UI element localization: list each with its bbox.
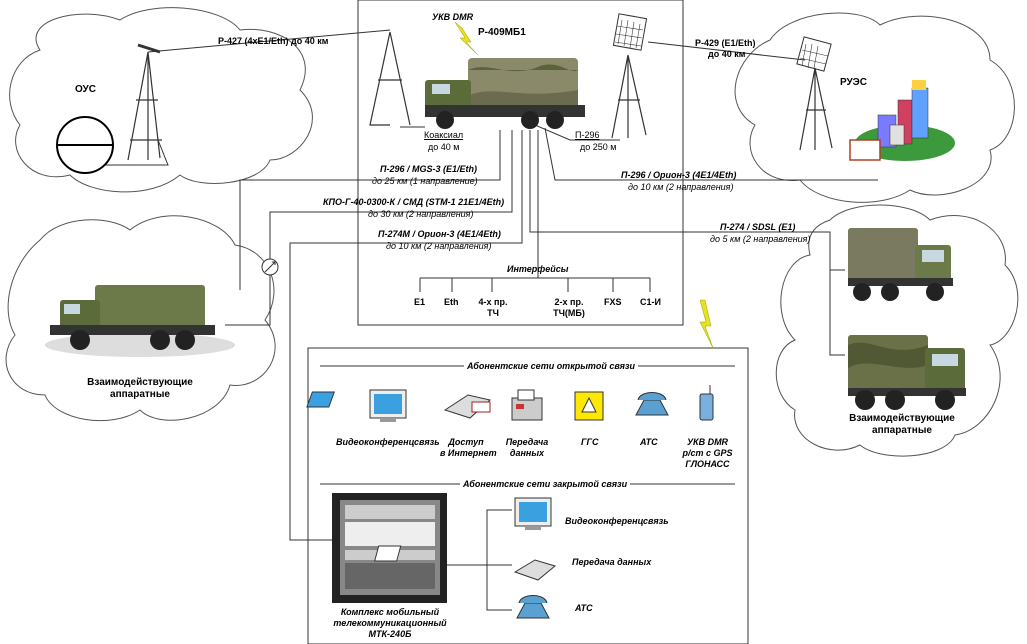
link-mgs3-label-1: П-296 / MGS-3 (Е1/Eth) [380,164,477,174]
loudspeaker-icon [574,391,604,421]
rues-building-icon [849,80,955,161]
link-r427-label: Р-427 (4xЕ1/Eth) до 40 км [218,36,329,46]
main-vehicle-icon [425,58,585,129]
phone-icon [635,392,669,416]
interface-item-sub: ТЧ [487,308,499,318]
link-r429-label-2: до 40 км [708,49,746,59]
link-kpo-label-2: до 30 км (2 направления) [368,209,474,219]
interfaces-title: Интерфейсы [507,264,569,274]
open-net-label-sub: в Интернет [440,448,497,458]
link-kpo-label-1: КПО-Г-40-0300-К / СМД (STM-1 21E1/4Eth) [323,197,505,207]
open-net-label: Доступ [448,437,484,447]
link-ous-antenna [105,139,169,166]
closed-bus [445,509,512,566]
open-net-label: УКВ DMR [686,437,729,447]
link-mgs3-label-2: до 25 км (1 направление) [372,176,478,186]
link-lines [105,29,878,611]
link-p296short-label-2: до 250 м [580,142,617,152]
cloud-rues [734,12,1015,203]
closed-net-label: АТС [575,603,593,613]
open-net-label-sub: ГЛОНАСС [685,459,730,469]
right-truck-icon [848,335,966,410]
interface-item: FXS [604,297,622,307]
lightning-icon [699,299,714,349]
interface-item: Eth [444,297,459,307]
laptop-mail-icon [306,391,492,419]
antenna-mast-icon [796,36,833,151]
cloud-ous [9,7,313,193]
right-group-label-2: аппаратные [872,425,932,436]
open-net-label-sub: данных [509,448,545,458]
link-p296-short [534,124,620,141]
open-net-label-sub: р/ст с GPS [682,448,733,458]
antenna-mast-icon [369,31,411,126]
link-r429-label-1: Р-429 (Е1/Eth) [695,38,756,48]
interface-item-sub: ТЧ(МБ) [553,308,585,318]
closed-net-label: Передача данных [572,557,652,567]
link-p274m-label-1: П-274М / Орион-3 (4Е1/4Eth) [378,229,501,239]
link-mgs3 [239,130,501,290]
link-r427 [147,29,391,53]
link-coax-label-1: Коаксиал [424,130,464,140]
right-truck-icon [848,228,953,301]
link-p296orion-label-1: П-296 / Орион-3 (4Е1/4Eth) [621,170,737,180]
subscriber-box [307,347,749,644]
mtk-label-3: МТК-240Б [368,629,412,639]
monitor-icon [369,389,407,422]
open-net-label: ГГС [581,437,599,447]
fax-icon [511,389,543,421]
right-group-label-1: Взаимодействующие [849,413,955,424]
closed-net-label: Видеоконференцсвязь [565,516,669,526]
interface-item: 2-х пр. [554,297,584,307]
repeater-icon [261,258,279,276]
closed-nets-title: Абонентские сети закрытой связи [460,479,631,489]
link-sdsl-label-1: П-274 / SDSL (Е1) [720,222,796,232]
rues-label: РУЭС [840,77,867,88]
left-truck-icon [45,285,235,357]
antenna-mast-icon [127,43,162,161]
interface-item: С1-И [640,297,661,307]
link-p296orion-label-2: до 10 км (2 направления) [628,182,734,192]
link-p274m-label-2: до 10 км (2 направления) [386,241,492,251]
link-p274m [289,130,523,541]
ous-node-icon [56,116,114,174]
main-box [357,0,684,326]
mtk-label-2: телекоммуникационный [333,618,447,628]
link-coax-label-2: до 40 м [428,142,460,152]
page-title: Р-409МБ1 [478,27,526,38]
link-p296short-label-1: П-296 [575,130,600,140]
link-left-truck [225,272,271,326]
left-group-label-2: аппаратные [110,389,170,400]
mtk-label-1: Комплекс мобильный [340,607,440,617]
handheld-radio-icon [699,385,714,421]
link-kpo [269,130,513,262]
lightning-icon [454,21,479,56]
laptop-icon [374,545,557,581]
open-net-label: Передача [505,437,549,447]
phone-icon [516,595,550,619]
ukv-top-label: УКВ DMR [432,12,474,22]
open-nets-title: Абонентские сети открытой связи [464,361,639,371]
link-p296-orion [544,127,878,181]
ous-label: ОУС [75,84,96,95]
interface-item: 4-х пр. [478,297,508,307]
open-net-label: Видеоконференцсвязь [336,437,440,447]
left-group-label-1: Взаимодействующие [87,377,193,388]
interface-item: E1 [414,297,426,307]
antenna-mast-icon [611,13,648,139]
monitor-icon [514,497,552,530]
cloud-left-group [5,215,276,422]
open-net-label: АТС [640,437,658,447]
link-sdsl-label-2: до 5 км (2 направления) [710,234,811,244]
cloud-right-group [775,204,1019,457]
link-sdsl [529,130,845,356]
link-r429 [647,41,806,61]
